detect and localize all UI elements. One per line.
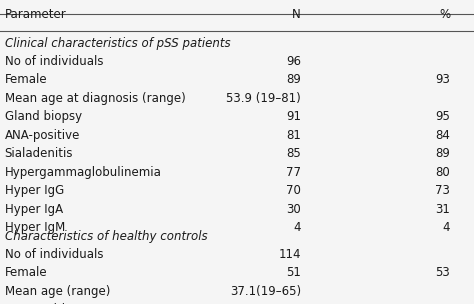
Text: 85: 85 — [286, 147, 301, 160]
Text: 91: 91 — [286, 110, 301, 123]
Text: 51: 51 — [286, 267, 301, 279]
Text: 81: 81 — [286, 129, 301, 142]
Text: Mean age (range): Mean age (range) — [5, 285, 110, 298]
Text: 80: 80 — [436, 166, 450, 179]
Text: Hyper IgM: Hyper IgM — [5, 221, 65, 234]
Text: 4: 4 — [293, 221, 301, 234]
Text: Female: Female — [5, 73, 47, 86]
Text: %: % — [439, 8, 450, 21]
Text: N: N — [292, 8, 301, 21]
Text: 70: 70 — [286, 184, 301, 197]
Text: 4: 4 — [443, 221, 450, 234]
Text: 96: 96 — [286, 55, 301, 68]
Text: No of individuals: No of individuals — [5, 248, 103, 261]
Text: Hyper IgG: Hyper IgG — [5, 184, 64, 197]
Text: Clinical characteristics of pSS patients: Clinical characteristics of pSS patients — [5, 37, 230, 50]
Text: 93: 93 — [436, 73, 450, 86]
Text: 73: 73 — [436, 184, 450, 197]
Text: 37.1(19–65): 37.1(19–65) — [230, 285, 301, 298]
Text: 95: 95 — [436, 110, 450, 123]
Text: 77: 77 — [286, 166, 301, 179]
Text: 7: 7 — [293, 303, 301, 304]
Text: ANA-positive: ANA-positive — [5, 129, 80, 142]
Text: 89: 89 — [436, 147, 450, 160]
Text: 30: 30 — [286, 203, 301, 216]
Text: 89: 89 — [286, 73, 301, 86]
Text: Sialadenitis: Sialadenitis — [5, 147, 73, 160]
Text: Gland biopsy: Gland biopsy — [5, 110, 82, 123]
Text: 114: 114 — [279, 248, 301, 261]
Text: No of individuals: No of individuals — [5, 55, 103, 68]
Text: Mean age at diagnosis (range): Mean age at diagnosis (range) — [5, 92, 185, 105]
Text: Parameter: Parameter — [5, 8, 66, 21]
Text: Female: Female — [5, 267, 47, 279]
Text: 31: 31 — [436, 203, 450, 216]
Text: Hypergammaglobulinemia: Hypergammaglobulinemia — [5, 166, 162, 179]
Text: Hyper IgA: Hyper IgA — [5, 203, 63, 216]
Text: ANA-positive: ANA-positive — [5, 303, 80, 304]
Text: Characteristics of healthy controls: Characteristics of healthy controls — [5, 230, 207, 244]
Text: 6: 6 — [443, 303, 450, 304]
Text: 53.9 (19–81): 53.9 (19–81) — [226, 92, 301, 105]
Text: 53: 53 — [436, 267, 450, 279]
Text: 84: 84 — [436, 129, 450, 142]
